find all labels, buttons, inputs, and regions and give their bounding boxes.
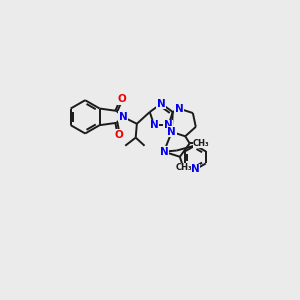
Text: N: N bbox=[160, 147, 168, 157]
Text: N: N bbox=[157, 99, 166, 109]
Text: O: O bbox=[117, 94, 126, 104]
Text: N: N bbox=[175, 104, 184, 114]
Text: N: N bbox=[191, 164, 200, 174]
Text: N: N bbox=[118, 112, 127, 122]
Text: CH₃: CH₃ bbox=[175, 163, 192, 172]
Text: N: N bbox=[164, 120, 173, 130]
Text: N: N bbox=[150, 120, 158, 130]
Text: CH₃: CH₃ bbox=[193, 139, 210, 148]
Text: O: O bbox=[114, 130, 123, 140]
Text: N: N bbox=[167, 127, 176, 137]
